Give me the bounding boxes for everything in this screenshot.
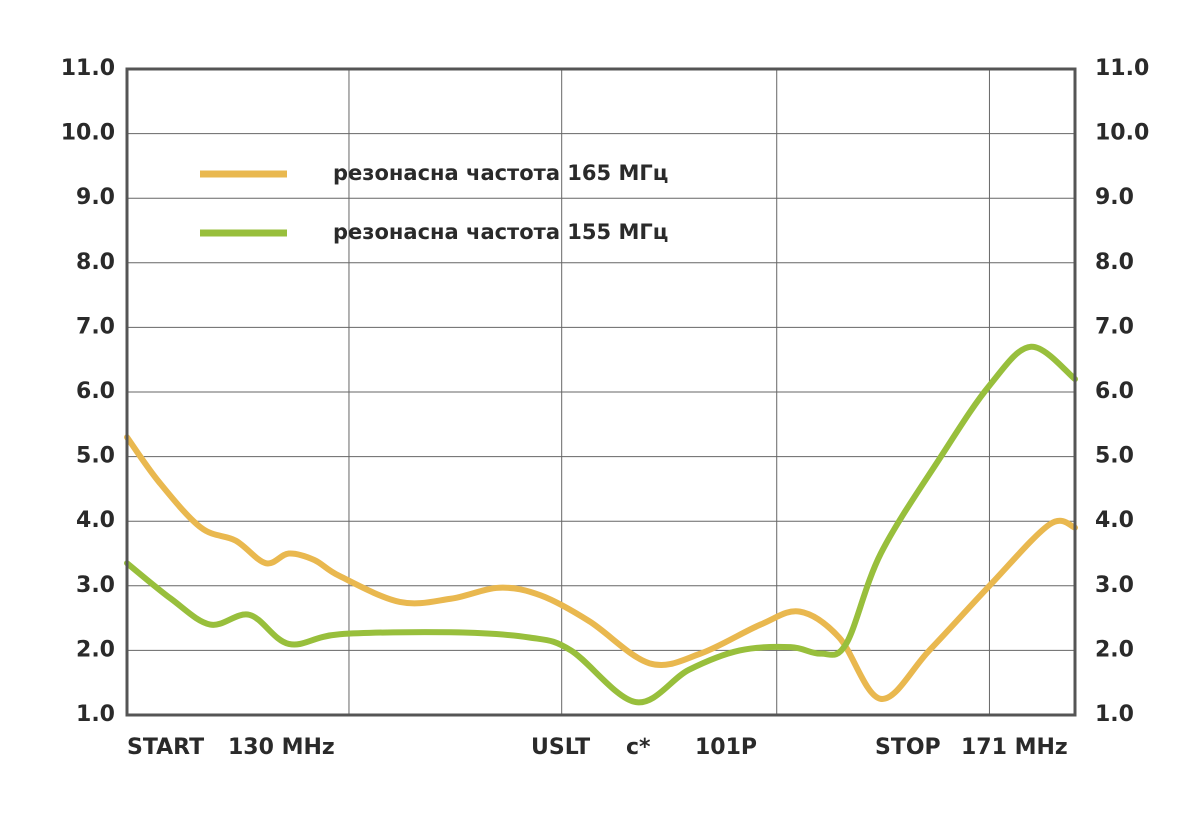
series-line	[124, 434, 1078, 702]
y-tick-label: 3.0	[76, 573, 115, 598]
y2-tick-label: 11.0	[1095, 56, 1149, 81]
y2-tick-label: 10.0	[1095, 121, 1149, 146]
y-tick-label: 10.0	[61, 121, 115, 146]
y2-tick-label: 8.0	[1095, 250, 1134, 275]
y2-tick-label: 4.0	[1095, 508, 1134, 533]
y-tick-label: 2.0	[76, 637, 115, 662]
y-tick-label: 1.0	[76, 702, 115, 727]
y-tick-label: 4.0	[76, 508, 115, 533]
y2-tick-label: 9.0	[1095, 185, 1134, 210]
legend-label: резонасна частота 165 МГц	[333, 161, 668, 185]
plot-frame	[125, 67, 1077, 717]
y-tick-label: 11.0	[61, 56, 115, 81]
legend-label: резонасна частота 155 МГц	[333, 220, 668, 244]
x-label: 130 MHz	[228, 735, 335, 760]
x-label: START	[127, 735, 204, 760]
x-label: 171 MHz	[961, 735, 1068, 760]
y-tick-label: 9.0	[76, 185, 115, 210]
y2-tick-label: 7.0	[1095, 314, 1134, 339]
x-label: USLT	[531, 735, 590, 760]
y-tick-label: 8.0	[76, 250, 115, 275]
y2-tick-label: 6.0	[1095, 379, 1134, 404]
y-tick-label: 7.0	[76, 314, 115, 339]
y-tick-label: 6.0	[76, 379, 115, 404]
x-label: STOP	[875, 735, 941, 760]
y2-tick-label: 2.0	[1095, 637, 1134, 662]
y2-tick-label: 5.0	[1095, 444, 1134, 469]
series-line	[124, 343, 1078, 706]
y2-tick-label: 3.0	[1095, 573, 1134, 598]
y-tick-label: 5.0	[76, 444, 115, 469]
x-label: 101P	[695, 735, 757, 760]
x-label: c*	[626, 735, 651, 760]
y2-tick-label: 1.0	[1095, 702, 1134, 727]
